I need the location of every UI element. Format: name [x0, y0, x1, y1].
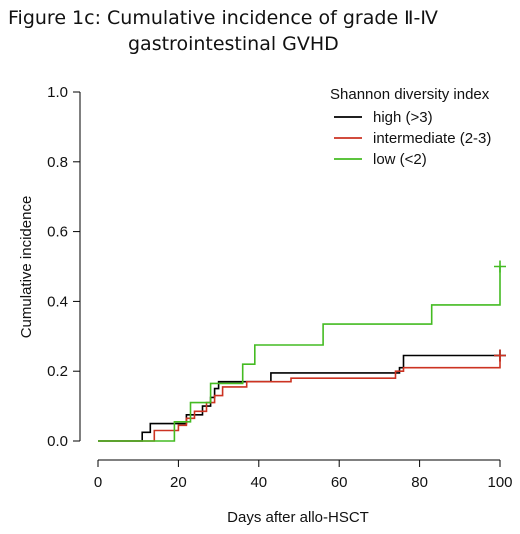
title-line-2: gastrointestinal GVHD [128, 33, 339, 55]
series-layer [98, 260, 506, 442]
y-tick-label: 0.6 [47, 224, 68, 241]
y-tick-label: 0.8 [47, 154, 68, 171]
x-tick-label: 60 [331, 474, 348, 491]
x-tick-label: 0 [94, 474, 102, 491]
series-line-0 [98, 354, 500, 442]
y-tick-label: 1.0 [47, 84, 68, 101]
x-tick-label: 80 [411, 474, 428, 491]
y-tick-label: 0.4 [47, 293, 68, 310]
y-tick-label: 0.0 [47, 433, 68, 450]
legend: Shannon diversity index high (>3) interme… [330, 86, 491, 168]
title-line-1: Figure 1c: Cumulative incidence of grade… [8, 7, 438, 29]
legend-label: high (>3) [373, 109, 433, 126]
x-axis-label: Days after allo-HSCT [227, 509, 369, 526]
legend-label: low (<2) [373, 151, 427, 168]
y-tick-label: 0.2 [47, 363, 68, 380]
series-line-1 [98, 355, 501, 442]
figure-title: Figure 1c: Cumulative incidence of grade… [8, 7, 438, 55]
x-tick-label: 20 [170, 474, 187, 491]
legend-entries: high (>3) intermediate (2-3) low (<2) [334, 109, 491, 168]
x-tick-label: 40 [250, 474, 267, 491]
plot-area: 0.0 0.2 0.4 0.6 0.8 1.0 0 20 40 60 80 100 [47, 84, 512, 491]
y-axis-label: Cumulative incidence [18, 196, 35, 339]
censor-mark [494, 260, 506, 273]
x-tick-label: 100 [487, 474, 512, 491]
censor-mark [494, 349, 506, 362]
legend-title: Shannon diversity index [330, 86, 490, 103]
series-line-2 [98, 266, 501, 442]
axes: 0.0 0.2 0.4 0.6 0.8 1.0 0 20 40 60 80 100 [47, 84, 512, 491]
legend-label: intermediate (2-3) [373, 130, 491, 147]
